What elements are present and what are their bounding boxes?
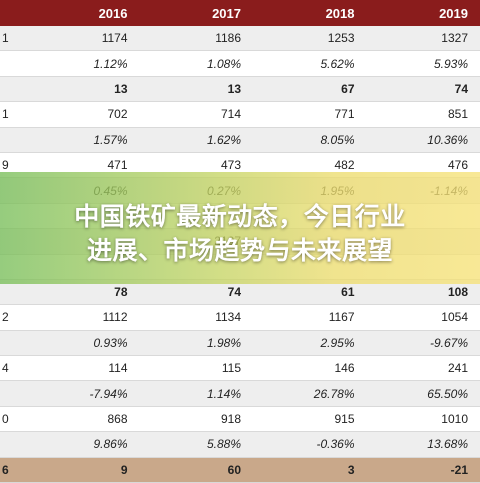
table-cell: 1186 [140,26,254,51]
header-cell-2017: 2017 [140,0,254,26]
table-cell: 851 [367,102,480,127]
table-cell: 714 [140,102,254,127]
table-cell: 1.62% [140,127,254,152]
table-cell: 1.57% [26,127,140,152]
table-cell: 13 [26,76,140,101]
table-cell: 8.05% [253,127,367,152]
headline-text: 中国铁矿最新动态，今日行业 进展、市场趋势与未来展望 [0,200,480,268]
table-cell: 1.98% [140,330,254,355]
table-row: 1.57%1.62%8.05%10.36% [0,127,480,152]
table-cell: 60 [140,457,254,482]
table-cell: 1010 [367,406,480,431]
table-cell: 9 [26,457,140,482]
headline-line-2: 进展、市场趋势与未来展望 [0,234,480,268]
row-label-cell: 4 [0,356,26,381]
table-cell: 13.68% [367,432,480,457]
header-cell-2016: 2016 [26,0,140,26]
table-cell: 2.95% [253,330,367,355]
table-cell: 1327 [367,26,480,51]
table-cell: -9.67% [367,330,480,355]
table-cell: 1167 [253,305,367,330]
row-label-cell: 1 [0,26,26,51]
table-cell: -7.94% [26,381,140,406]
table-cell: 74 [367,76,480,101]
table-cell: 702 [26,102,140,127]
table-cell: 1174 [26,26,140,51]
table-cell: 13 [140,76,254,101]
table-cell: 9.86% [26,432,140,457]
table-cell: 241 [367,356,480,381]
header-cell-2018: 2018 [253,0,367,26]
table-cell: 0.93% [26,330,140,355]
table-row: -7.94%1.14%26.78%65.50% [0,381,480,406]
table-cell: 1054 [367,305,480,330]
table-cell: 1134 [140,305,254,330]
headline-line-1: 中国铁矿最新动态，今日行业 [0,200,480,234]
table-cell: 5.88% [140,432,254,457]
table-cell: 115 [140,356,254,381]
table-cell: 1.12% [26,51,140,76]
header-cell-2019: 2019 [367,0,480,26]
table-row: 1.12%1.08%5.62%5.93% [0,51,480,76]
header-cell [0,0,26,26]
table-cell: 918 [140,406,254,431]
row-label-cell: 0 [0,406,26,431]
table-cell: 146 [253,356,367,381]
row-label-cell [0,432,26,457]
table-cell: 1.14% [140,381,254,406]
table-cell: 5.62% [253,51,367,76]
table-header-row: 2016 2017 2018 2019 [0,0,480,26]
row-label-cell: 1 [0,102,26,127]
table-cell: 26.78% [253,381,367,406]
table-cell: 67 [253,76,367,101]
table-cell: -0.36% [253,432,367,457]
table-cell: 10.36% [367,127,480,152]
row-label-cell: 2 [0,305,26,330]
table-cell: 915 [253,406,367,431]
table-row: 0.93%1.98%2.95%-9.67% [0,330,480,355]
row-label-cell [0,51,26,76]
table-cell: 1112 [26,305,140,330]
table-cell: 868 [26,406,140,431]
table-row: 9.86%5.88%-0.36%13.68% [0,432,480,457]
row-label-cell [0,330,26,355]
row-label-cell [0,127,26,152]
row-label-cell [0,381,26,406]
row-label-cell [0,76,26,101]
row-label-cell: 6 [0,457,26,482]
table-cell: 3 [253,457,367,482]
table-cell: 771 [253,102,367,127]
table-cell: 114 [26,356,140,381]
table-cell: 1.08% [140,51,254,76]
table-cell: -21 [367,457,480,482]
table-cell: 5.93% [367,51,480,76]
table-cell: 65.50% [367,381,480,406]
table-cell: 1253 [253,26,367,51]
